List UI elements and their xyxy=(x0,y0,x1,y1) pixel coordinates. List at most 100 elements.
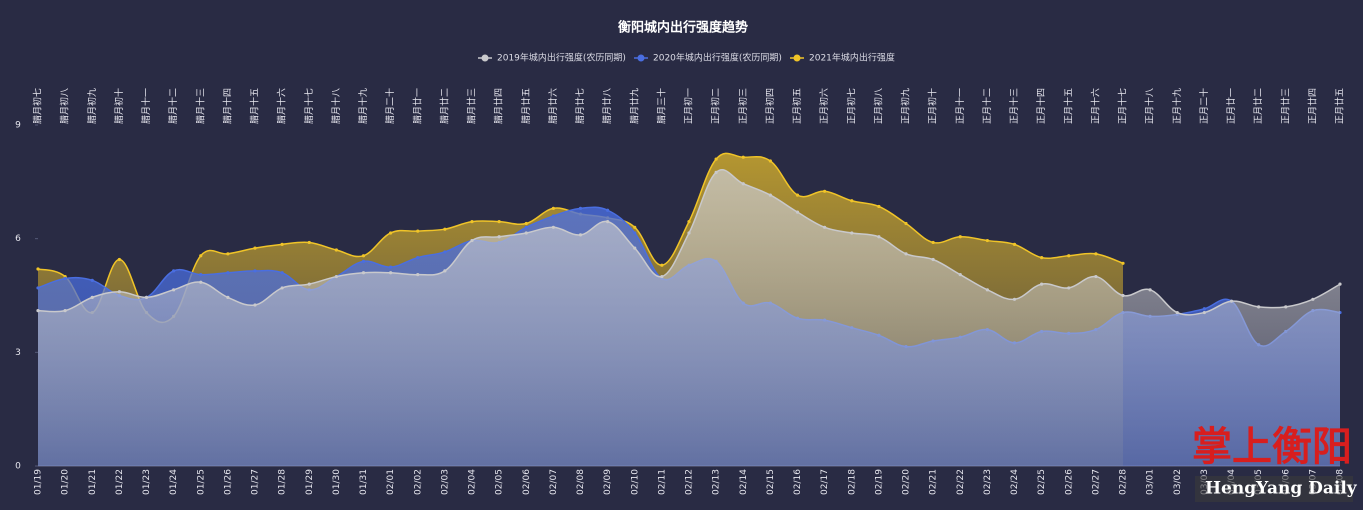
top-tick-label: 正月廿三 xyxy=(1279,88,1291,124)
x-tick-label: 02/03 xyxy=(440,469,450,495)
point xyxy=(443,227,447,231)
x-tick-label: 02/06 xyxy=(522,469,532,495)
point xyxy=(1067,286,1071,290)
x-tick-label: 02/12 xyxy=(685,469,695,495)
point xyxy=(1094,274,1098,279)
top-tick-label: 正月初五 xyxy=(791,88,803,124)
point xyxy=(117,257,121,262)
top-tick-label: 腊月十五 xyxy=(249,88,261,124)
x-tick-label: 01/25 xyxy=(196,469,206,495)
top-tick-label: 正月廿二 xyxy=(1252,88,1264,124)
top-tick-label: 正月十二 xyxy=(981,88,993,124)
point xyxy=(551,214,555,218)
point xyxy=(1121,293,1125,298)
x-tick-label: 03/01 xyxy=(1146,469,1156,495)
point xyxy=(63,309,67,313)
top-tick-label: 腊月廿二 xyxy=(438,88,450,124)
point xyxy=(280,242,284,246)
x-tick-label: 02/08 xyxy=(576,469,586,495)
point xyxy=(1094,252,1098,256)
y-tick-label: 3 xyxy=(15,348,21,358)
top-tick-label: 腊月十三 xyxy=(194,88,206,124)
top-tick-label: 正月十五 xyxy=(1062,88,1074,124)
point xyxy=(714,157,718,161)
point xyxy=(741,155,745,159)
point xyxy=(36,267,40,271)
top-tick-label: 腊月初九 xyxy=(86,88,98,124)
point xyxy=(280,271,284,275)
top-tick-label: 正月二十 xyxy=(1198,88,1210,124)
point xyxy=(633,246,637,250)
point xyxy=(1175,310,1179,315)
point xyxy=(633,231,637,235)
point xyxy=(117,290,121,294)
point xyxy=(226,271,230,275)
top-tick-label: 腊月廿六 xyxy=(547,88,559,124)
top-tick-label: 正月十八 xyxy=(1144,88,1156,124)
point xyxy=(850,231,854,235)
point xyxy=(36,286,40,290)
x-tick-label: 01/31 xyxy=(359,469,369,495)
point xyxy=(280,286,284,290)
point xyxy=(904,252,908,256)
point xyxy=(416,273,420,277)
x-tick-label: 02/22 xyxy=(956,469,966,495)
legend-marker xyxy=(481,54,489,62)
top-tick-label: 正月廿四 xyxy=(1306,88,1318,124)
point xyxy=(253,246,257,250)
point xyxy=(985,288,989,292)
top-tick-label: 腊月廿五 xyxy=(520,88,532,124)
x-tick-label: 02/14 xyxy=(739,469,749,495)
point xyxy=(1311,297,1315,301)
top-tick-label: 腊月十九 xyxy=(357,88,369,124)
x-tick-label: 01/22 xyxy=(115,469,125,495)
top-tick-label: 腊月廿四 xyxy=(493,88,505,124)
point xyxy=(1284,305,1288,309)
top-tick-label: 正月初二 xyxy=(710,88,722,124)
point xyxy=(931,240,935,245)
point xyxy=(389,271,393,275)
point xyxy=(1040,256,1044,260)
x-tick-label: 02/23 xyxy=(983,469,993,495)
top-tick-label: 正月初三 xyxy=(737,88,749,124)
top-tick-label: 腊月十四 xyxy=(221,88,233,124)
point xyxy=(931,257,935,262)
x-tick-label: 03/02 xyxy=(1173,469,1183,495)
x-tick-label: 01/29 xyxy=(305,469,315,495)
legend-label: 2020年城内出行强度(农历同期) xyxy=(653,52,782,64)
top-tick-label: 正月初一 xyxy=(683,88,695,124)
top-tick-label: 正月十九 xyxy=(1171,88,1183,124)
x-tick-label: 02/19 xyxy=(874,469,884,495)
top-tick-label: 正月廿五 xyxy=(1334,88,1346,124)
point xyxy=(877,204,881,209)
point xyxy=(1067,254,1071,258)
point xyxy=(199,273,203,277)
point xyxy=(687,231,691,235)
point xyxy=(850,199,854,203)
top-tick-label: 正月廿一 xyxy=(1225,88,1237,124)
legend-label: 2021年城内出行强度 xyxy=(809,52,895,64)
point xyxy=(470,238,474,243)
point xyxy=(1229,299,1234,303)
point xyxy=(714,170,718,174)
point xyxy=(470,220,474,224)
point xyxy=(958,273,962,277)
x-tick-label: 02/10 xyxy=(630,469,640,495)
point xyxy=(90,278,94,282)
point xyxy=(524,221,528,226)
point xyxy=(90,295,94,299)
x-tick-label: 02/07 xyxy=(549,469,559,495)
top-tick-label: 正月十一 xyxy=(954,88,966,124)
top-tick-label: 正月初六 xyxy=(818,88,830,124)
point xyxy=(1012,242,1017,246)
top-tick-label: 腊月廿七 xyxy=(574,88,586,124)
top-tick-label: 腊月初十 xyxy=(113,88,125,124)
point xyxy=(1338,282,1342,286)
y-tick-label: 9 xyxy=(15,121,21,131)
point xyxy=(199,280,203,284)
point xyxy=(660,274,664,279)
point xyxy=(253,269,257,273)
top-tick-label: 腊月初七 xyxy=(32,88,44,124)
point xyxy=(578,206,583,210)
